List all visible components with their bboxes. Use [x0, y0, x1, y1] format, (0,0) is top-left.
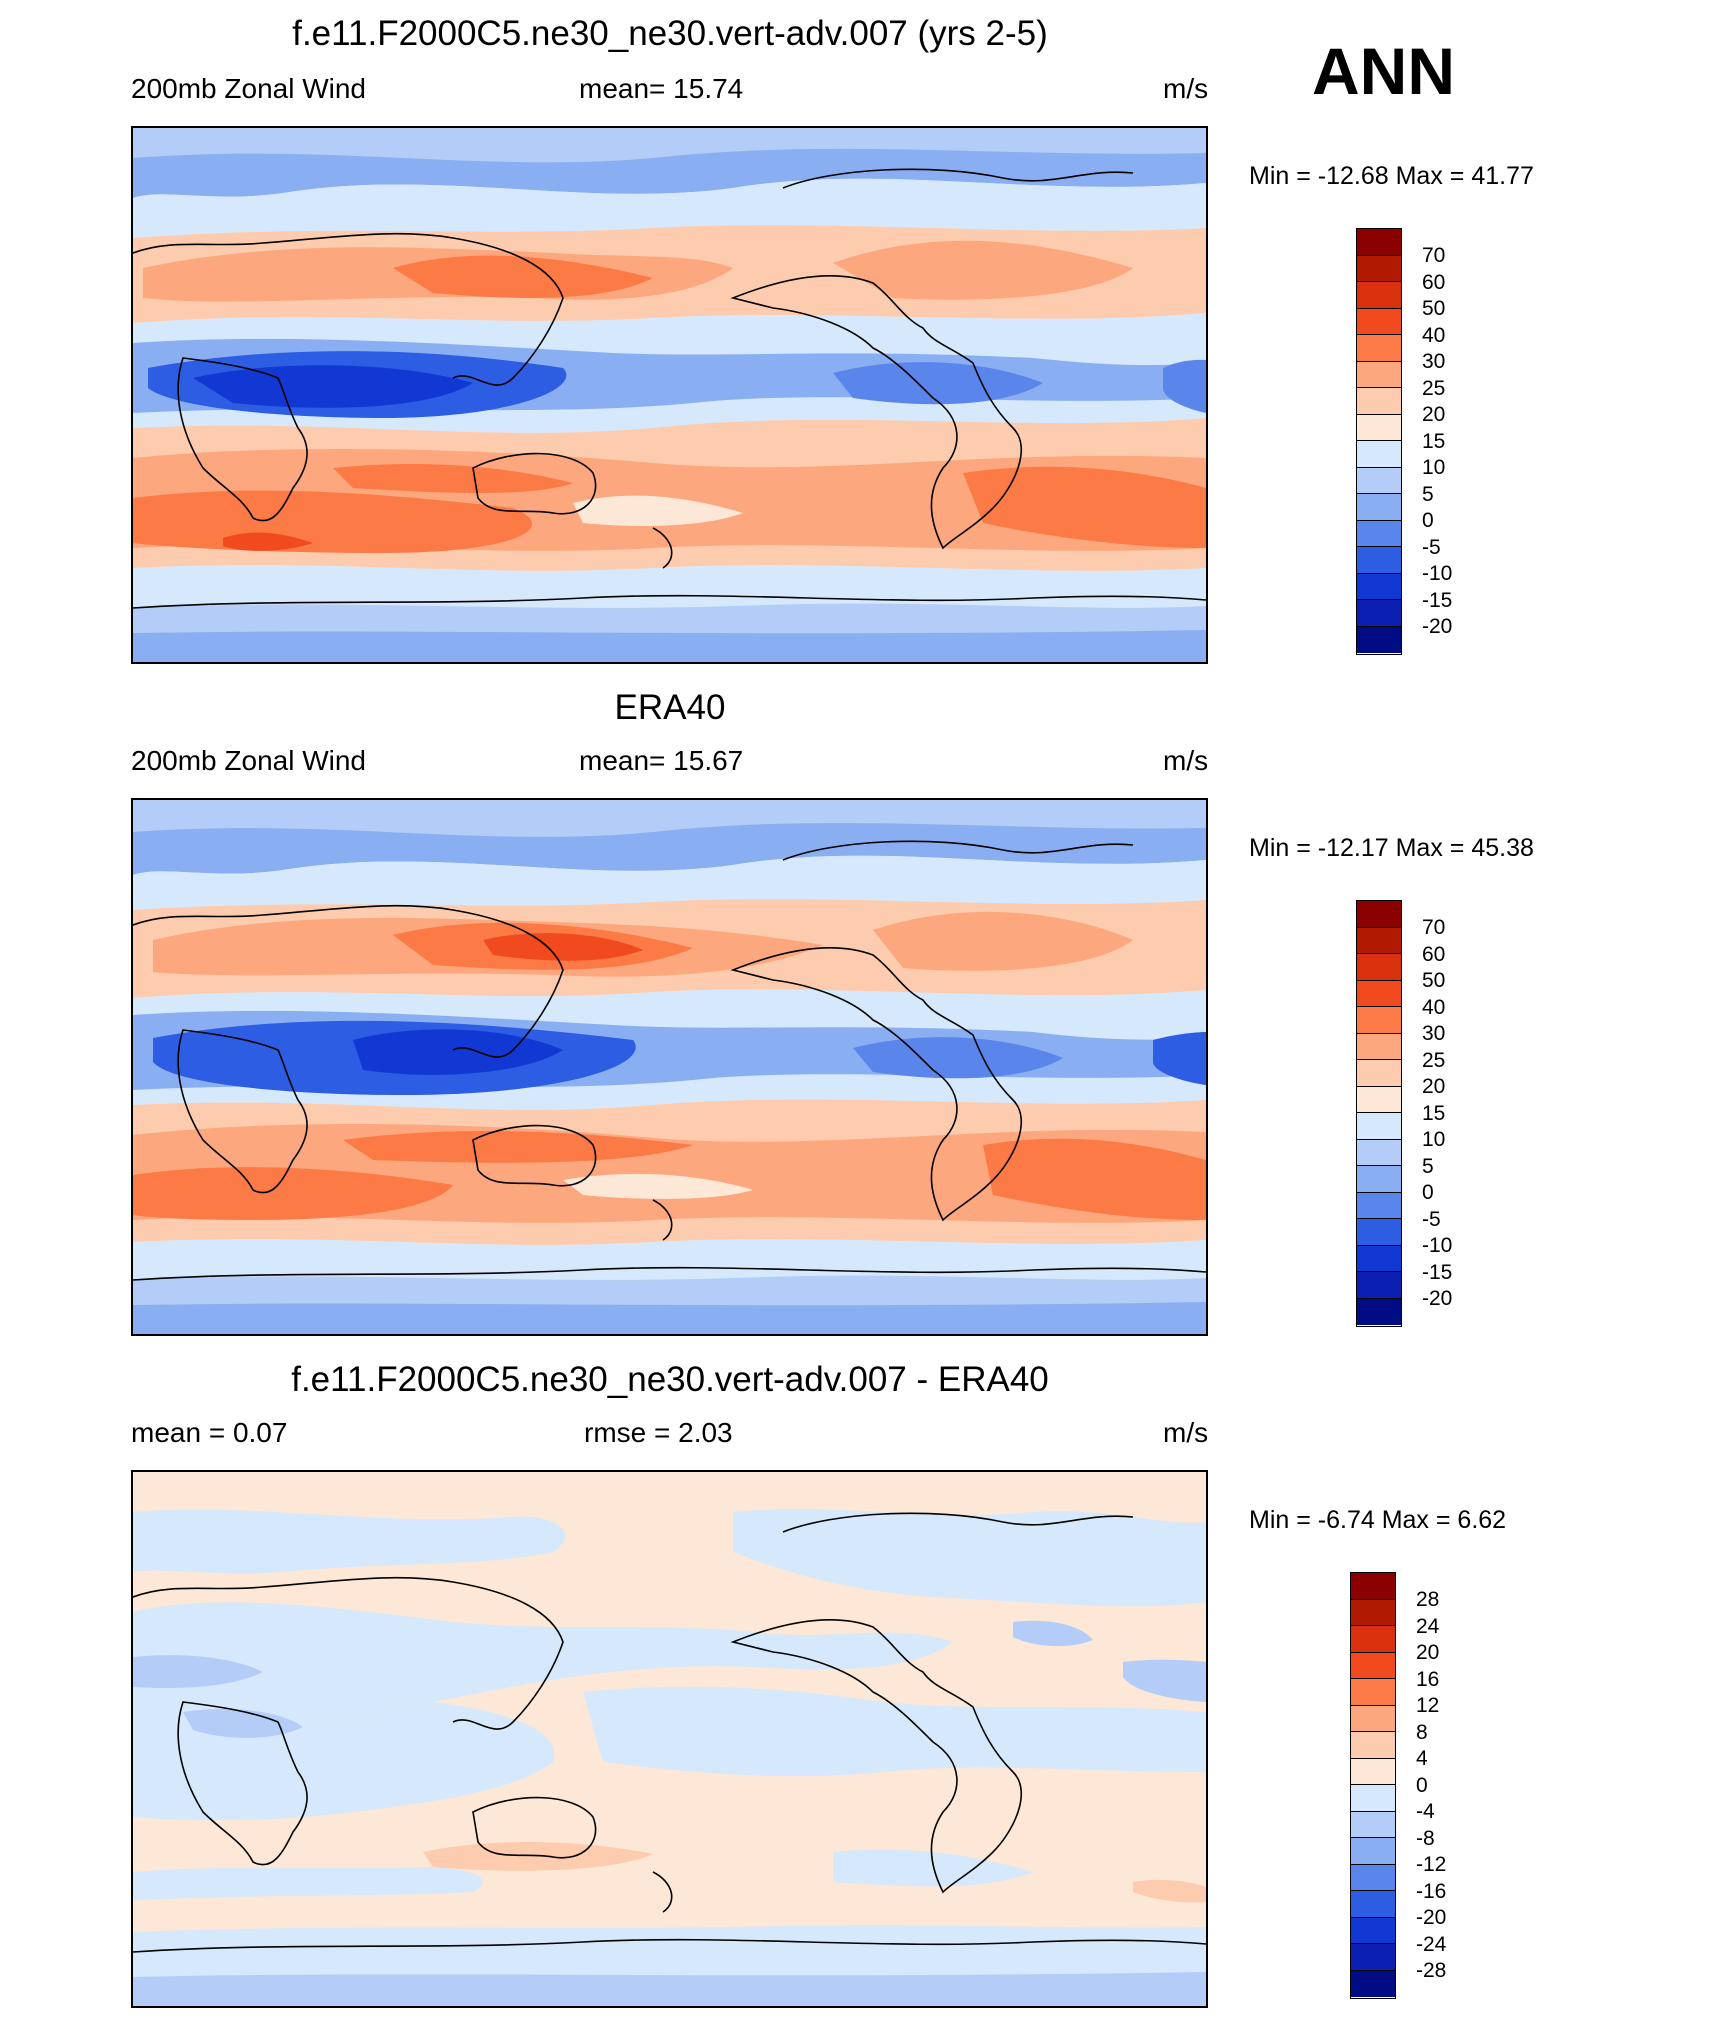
panel2-variable-label: 200mb Zonal Wind [131, 745, 367, 776]
panel3-contour-field [133, 1472, 1206, 2006]
colorbar-tick-label: -24 [1416, 1932, 1447, 1956]
panel3-title: f.e11.F2000C5.ne30_ne30.vert-adv.007 - E… [291, 1360, 1049, 1399]
colorbar-tick-label: 24 [1416, 1614, 1440, 1638]
colorbar-tick-label: 10 [1422, 456, 1446, 479]
panel3-colorbar-labels: 28 24 20 16 12 8 4 0 -4 -8 -12 -16 -20 -… [1416, 1587, 1446, 1985]
panel2-map [131, 798, 1208, 1336]
colorbar-tick-label: 0 [1422, 1181, 1434, 1204]
panel3-mean-label: mean = 0.07 [131, 1417, 288, 1448]
colorbar-tick-label: -20 [1422, 615, 1453, 638]
colorbar-tick-label: 70 [1422, 916, 1446, 939]
panel1-colorbar [1356, 228, 1402, 655]
colorbar-tick-label: 40 [1422, 995, 1446, 1019]
colorbar-tick-label: 0 [1416, 1773, 1428, 1797]
colorbar-tick-label: -15 [1422, 588, 1453, 612]
colorbar-tick-label: 60 [1422, 270, 1446, 294]
colorbar-tick-label: -16 [1416, 1879, 1447, 1903]
panel1-mean-label: mean= 15.74 [579, 73, 744, 104]
colorbar-tick-label: 15 [1422, 429, 1446, 453]
panel2-contour-field [133, 800, 1206, 1334]
colorbar-tick-label: 50 [1422, 297, 1446, 320]
colorbar-tick-label: 0 [1422, 509, 1434, 532]
colorbar-tick-label: -10 [1422, 1234, 1453, 1257]
panel3-rmse-label: rmse = 2.03 [584, 1417, 733, 1448]
colorbar-tick-label: 4 [1416, 1747, 1428, 1770]
colorbar-tick-label: -15 [1422, 1260, 1453, 1284]
colorbar-tick-label: 60 [1422, 942, 1446, 966]
colorbar-tick-label: 5 [1422, 482, 1434, 506]
season-label: ANN [1312, 34, 1455, 108]
panel3-colorbar [1350, 1572, 1396, 1999]
panel1-title: f.e11.F2000C5.ne30_ne30.vert-adv.007 (yr… [292, 14, 1048, 53]
colorbar-tick-label: 25 [1422, 1048, 1446, 1072]
colorbar-tick-label: 20 [1422, 403, 1446, 426]
colorbar-tick-label: -8 [1416, 1826, 1435, 1850]
colorbar-tick-label: 70 [1422, 244, 1446, 267]
panel1-map [131, 126, 1208, 664]
colorbar-tick-label: 5 [1422, 1154, 1434, 1178]
colorbar-tick-label: -5 [1422, 1207, 1441, 1231]
colorbar-tick-label: -4 [1416, 1800, 1435, 1823]
colorbar-tick-label: -28 [1416, 1959, 1447, 1982]
colorbar-tick-label: 28 [1416, 1588, 1440, 1611]
colorbar-tick-label: 10 [1422, 1128, 1446, 1151]
colorbar-tick-label: -10 [1422, 562, 1453, 585]
colorbar-tick-label: 50 [1422, 969, 1446, 992]
colorbar-tick-label: 40 [1422, 323, 1446, 347]
panel2-title: ERA40 [614, 688, 726, 727]
panel3-map [131, 1470, 1208, 2008]
colorbar-tick-label: 8 [1416, 1720, 1428, 1744]
panel1-contour-field [133, 128, 1206, 662]
panel1-units: m/s [1163, 73, 1209, 104]
colorbar-tick-label: -5 [1422, 535, 1441, 559]
panel1-variable-label: 200mb Zonal Wind [131, 73, 367, 104]
colorbar-tick-label: 12 [1416, 1694, 1440, 1717]
colorbar-tick-label: 30 [1422, 1022, 1446, 1045]
colorbar-tick-label: 20 [1422, 1075, 1446, 1098]
panel2-minmax: Min = -12.17 Max = 45.38 [1249, 834, 1534, 862]
panel3-units: m/s [1163, 1417, 1209, 1448]
colorbar-tick-label: 15 [1422, 1101, 1446, 1125]
panel1-minmax: Min = -12.68 Max = 41.77 [1249, 162, 1534, 190]
panel2-colorbar [1356, 900, 1402, 1327]
panel1-colorbar-labels: 70 60 50 40 30 25 20 15 10 5 0 -5 -10 -1… [1422, 243, 1452, 641]
panel2-mean-label: mean= 15.67 [579, 745, 744, 776]
colorbar-tick-label: 16 [1416, 1667, 1440, 1691]
panel3-minmax: Min = -6.74 Max = 6.62 [1249, 1506, 1507, 1534]
colorbar-tick-label: -20 [1416, 1906, 1447, 1929]
panel2-units: m/s [1163, 745, 1209, 776]
colorbar-tick-label: -20 [1422, 1287, 1453, 1310]
colorbar-tick-label: 30 [1422, 350, 1446, 373]
colorbar-tick-label: 25 [1422, 376, 1446, 400]
colorbar-tick-label: -12 [1416, 1853, 1447, 1876]
colorbar-tick-label: 20 [1416, 1641, 1440, 1664]
panel2-colorbar-labels: 70 60 50 40 30 25 20 15 10 5 0 -5 -10 -1… [1422, 915, 1452, 1313]
